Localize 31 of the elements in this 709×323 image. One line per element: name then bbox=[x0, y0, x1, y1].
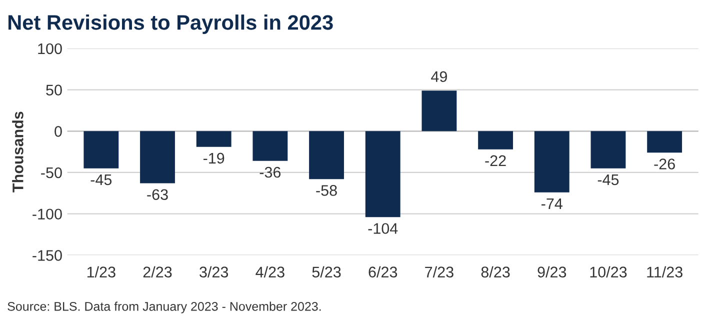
y-tick-label: -150 bbox=[32, 250, 62, 261]
x-tick-label: 1/23 bbox=[87, 266, 116, 278]
data-label: -45 bbox=[90, 174, 112, 186]
x-tick-label: 3/23 bbox=[200, 266, 228, 278]
data-label: -22 bbox=[485, 155, 506, 166]
x-tick-label: 5/23 bbox=[312, 266, 341, 278]
data-label: -63 bbox=[147, 189, 168, 200]
x-tick-label: 10/23 bbox=[590, 266, 627, 278]
x-tick-label: 2/23 bbox=[143, 266, 172, 278]
chart-title: Net Revisions to Payrolls in 2023 bbox=[8, 14, 333, 34]
data-label: -45 bbox=[598, 174, 619, 186]
data-label: 49 bbox=[431, 71, 447, 82]
y-tick-label: 100 bbox=[38, 43, 62, 54]
y-tick-label: -50 bbox=[41, 167, 62, 178]
x-tick-label: 9/23 bbox=[538, 266, 566, 278]
x-tick-label: 4/23 bbox=[256, 266, 284, 278]
data-label: -19 bbox=[203, 152, 224, 164]
y-tick-label: 50 bbox=[46, 84, 62, 96]
data-label: -58 bbox=[316, 185, 337, 196]
data-label: -104 bbox=[368, 223, 398, 234]
x-tick-label: 11/23 bbox=[647, 266, 682, 278]
data-label: -74 bbox=[542, 198, 562, 209]
data-label: -36 bbox=[260, 166, 281, 178]
x-tick-label: 8/23 bbox=[481, 266, 510, 278]
source-note: Source: BLS. Data from January 2023 - November 2023. bbox=[8, 302, 321, 314]
x-tick-label: 6/23 bbox=[368, 266, 398, 278]
data-label: -26 bbox=[654, 158, 675, 170]
y-axis-title: Thousands bbox=[12, 112, 24, 192]
x-tick-label: 7/23 bbox=[425, 266, 454, 278]
y-tick-label: 0 bbox=[54, 126, 62, 137]
y-tick-label: -100 bbox=[32, 208, 62, 220]
